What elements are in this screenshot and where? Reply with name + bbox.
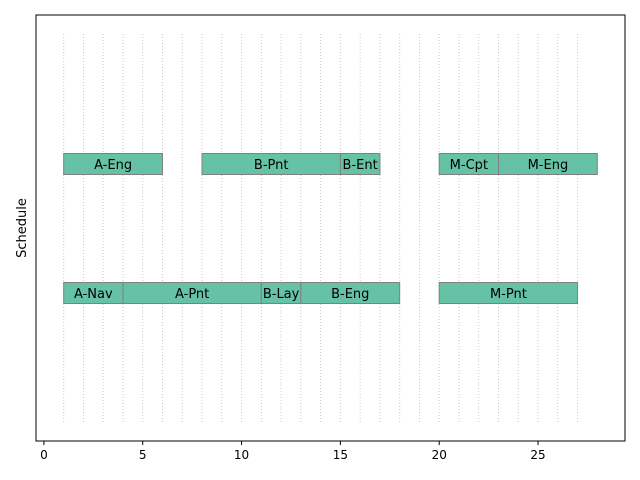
task-bar	[300, 282, 401, 304]
y-axis-label: Schedule	[15, 198, 30, 258]
x-axis: 0 5 10 15 20 25	[40, 441, 546, 462]
x-tick-label: 5	[139, 448, 147, 462]
task-label: A-Pnt	[175, 287, 209, 302]
x-tick-label: 15	[333, 448, 348, 462]
plot-frame	[35, 14, 626, 442]
task-label: M-Cpt	[450, 158, 488, 173]
x-tick-label: 10	[234, 448, 249, 462]
task-bar	[498, 153, 598, 175]
task-bars: A-Eng B-Pnt B-Ent M-Cpt M-Eng A-Nav A-Pnt B-Lay…	[63, 153, 598, 304]
task-label: M-Eng	[528, 158, 569, 173]
task-label: A-Eng	[94, 158, 132, 173]
task-bar	[339, 153, 381, 175]
x-tick-label: 25	[530, 448, 545, 462]
task-bar	[438, 282, 579, 304]
task-label: B-Ent	[343, 158, 378, 173]
task-label: A-Nav	[74, 287, 113, 302]
task-label: B-Pnt	[254, 158, 289, 173]
task-bar	[63, 153, 163, 175]
task-label: M-Pnt	[490, 287, 527, 302]
task-label: B-Eng	[331, 287, 369, 302]
x-tick-label: 0	[40, 448, 48, 462]
x-tick-label: 20	[432, 448, 447, 462]
grid-lines	[63, 34, 579, 423]
task-label: B-Lay	[263, 287, 300, 302]
